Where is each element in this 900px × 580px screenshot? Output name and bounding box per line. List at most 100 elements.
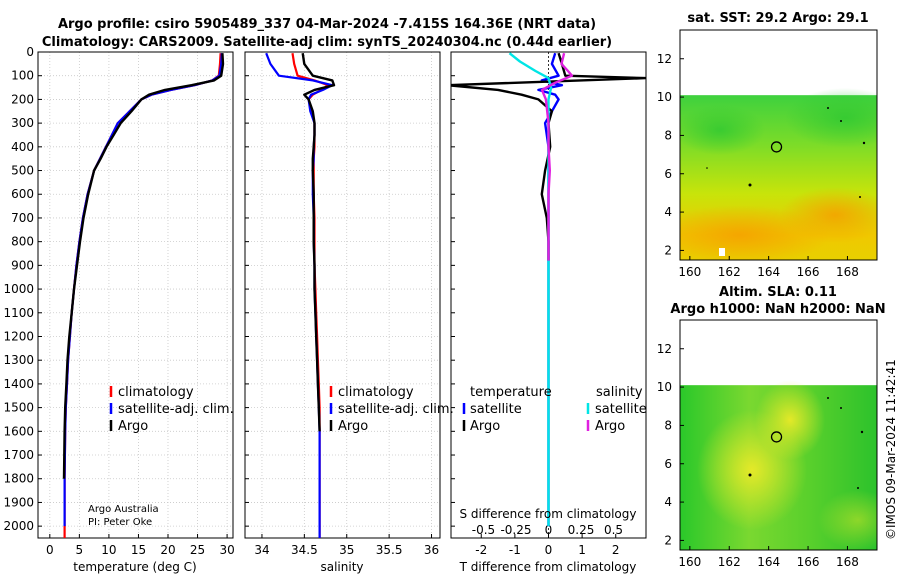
x-tick-label: 34 xyxy=(254,543,269,557)
y-tick-label: 1800 xyxy=(3,472,34,486)
x-tick-label: 30 xyxy=(219,543,234,557)
sla-heatmap xyxy=(680,380,877,550)
y-tick-label: 2 xyxy=(664,243,672,257)
x-tick-label: 168 xyxy=(836,265,859,279)
s-tick-label: 0 xyxy=(545,523,553,537)
series-line-salinity-Argo xyxy=(540,52,574,261)
salinity-ticks: 34 34.5 35 35.5 36 xyxy=(245,51,439,557)
x-tick-label: 2 xyxy=(612,543,620,557)
x-tick-label: 5 xyxy=(76,543,84,557)
y-tick-label: 6 xyxy=(664,457,672,471)
sst-missing-pixel xyxy=(719,248,725,256)
x-tick-label: 160 xyxy=(678,555,701,569)
series-line-temperature-satellite xyxy=(537,52,564,527)
y-tick-label: 2 xyxy=(664,533,672,547)
y-tick-label: 1200 xyxy=(3,329,34,343)
legend-label-sal-argo: Argo xyxy=(595,419,625,434)
x-tick-label: 168 xyxy=(836,555,859,569)
y-tick-label: 2000 xyxy=(3,519,34,533)
x-tick-label: 34.5 xyxy=(291,543,318,557)
y-tick-label: 500 xyxy=(11,164,34,178)
series-line-argo xyxy=(62,53,225,479)
x-tick-label: -2 xyxy=(475,543,487,557)
x-tick-label: 15 xyxy=(131,543,146,557)
x-tick-label: -1 xyxy=(509,543,521,557)
y-tick-label: 600 xyxy=(11,187,34,201)
island-marker xyxy=(859,196,861,198)
x-tick-label: 166 xyxy=(797,555,820,569)
y-tick-label: 6 xyxy=(664,167,672,181)
salinity-series xyxy=(265,52,336,538)
legend-title-salinity: salinity xyxy=(596,385,643,400)
y-tick-label: 12 xyxy=(657,52,672,66)
sst-map-frame xyxy=(679,29,878,261)
x-tick-label: 36 xyxy=(424,543,439,557)
sla-map-ticks: 160 162 164 166 168 2 4 6 8 10 12 xyxy=(657,342,859,569)
legend-label-temp-argo: Argo xyxy=(470,419,500,434)
difference-series xyxy=(451,52,646,527)
credit-line1: Argo Australia xyxy=(88,504,159,515)
island-marker xyxy=(857,487,859,489)
temperature-axes-box xyxy=(37,51,234,539)
temperature-panel: 0 5 10 15 20 25 300100200300400500600700800900… xyxy=(3,45,234,574)
x-tick-label: 162 xyxy=(718,555,741,569)
credit-line2: PI: Peter Oke xyxy=(88,517,152,528)
y-tick-label: 1100 xyxy=(3,306,34,320)
figure-title-line1: Argo profile: csiro 5905489_337 04-Mar-2… xyxy=(58,17,596,32)
y-tick-label: 1900 xyxy=(3,495,34,509)
legend-label-climatology: climatology xyxy=(118,385,194,400)
legend-label-satellite: satellite-adj. clim. xyxy=(338,402,454,417)
x-tick-label: 160 xyxy=(678,265,701,279)
difference-legend: temperature satellite Argo salinity sate… xyxy=(462,385,647,434)
temperature-grid xyxy=(38,51,233,538)
x-tick-label: 35 xyxy=(339,543,354,557)
sst-heatmap xyxy=(680,88,877,260)
salinity-panel: 34 34.5 35 35.5 36 salinity climatology sate… xyxy=(244,51,454,574)
x-tick-label: 166 xyxy=(797,265,820,279)
series-line-climatology xyxy=(291,53,330,538)
sla-map-frame xyxy=(679,319,878,551)
island-marker xyxy=(860,430,864,434)
temperature-series xyxy=(62,53,225,538)
salinity-axes-box xyxy=(244,51,441,539)
sst-map-panel: sat. SST: 29.2 Argo: 29.1 160 162 164 166 16… xyxy=(657,11,878,279)
sst-cool-patch xyxy=(680,105,765,155)
legend-label-temp-satellite: satellite xyxy=(470,402,522,417)
difference-ticks: -2 -1 0 1 2 -0.5 -0.25 0 0.25 0.5 xyxy=(451,51,623,557)
s-tick-label: 0.5 xyxy=(604,523,623,537)
x-tick-label: 164 xyxy=(757,555,780,569)
salinity-legend: climatology satellite-adj. clim. Argo xyxy=(329,385,454,434)
sla-high-patch xyxy=(818,490,877,550)
series-line-argo xyxy=(301,53,336,432)
y-tick-label: 1600 xyxy=(3,424,34,438)
legend-label-sal-satellite: satellite xyxy=(595,402,647,417)
island-marker xyxy=(706,167,708,169)
y-tick-label: 4 xyxy=(664,495,672,509)
series-line-temperature-Argo xyxy=(451,52,646,261)
y-tick-label: 100 xyxy=(11,69,34,83)
x-tick-label: 0 xyxy=(46,543,54,557)
island-marker xyxy=(840,407,842,409)
sla-map-panel: Altim. SLA: 0.11 Argo h1000: NaN h2000: … xyxy=(657,285,886,569)
island-marker xyxy=(840,120,842,122)
legend-label-climatology: climatology xyxy=(338,385,414,400)
temperature-xlabel: temperature (deg C) xyxy=(73,560,196,574)
difference-xlabel: T difference from climatology xyxy=(459,560,637,574)
y-tick-label: 1300 xyxy=(3,353,34,367)
difference-panel: -2 -1 0 1 2 -0.5 -0.25 0 0.25 0.5 T difference fr… xyxy=(450,51,647,574)
x-tick-label: 0 xyxy=(545,543,553,557)
y-tick-label: 1000 xyxy=(3,282,34,296)
s-tick-label: -0.5 xyxy=(472,523,495,537)
y-tick-label: 200 xyxy=(11,92,34,106)
legend-label-argo: Argo xyxy=(338,419,368,434)
imos-watermark: ©IMOS 09-Mar-2024 11:42:41 xyxy=(884,359,898,540)
island-marker xyxy=(748,183,752,187)
y-tick-label: 1400 xyxy=(3,377,34,391)
y-tick-label: 0 xyxy=(26,45,34,59)
x-tick-label: 164 xyxy=(757,265,780,279)
salinity-grid xyxy=(245,51,440,538)
sla-map-title-line2: Argo h1000: NaN h2000: NaN xyxy=(670,302,885,317)
legend-label-argo: Argo xyxy=(118,419,148,434)
